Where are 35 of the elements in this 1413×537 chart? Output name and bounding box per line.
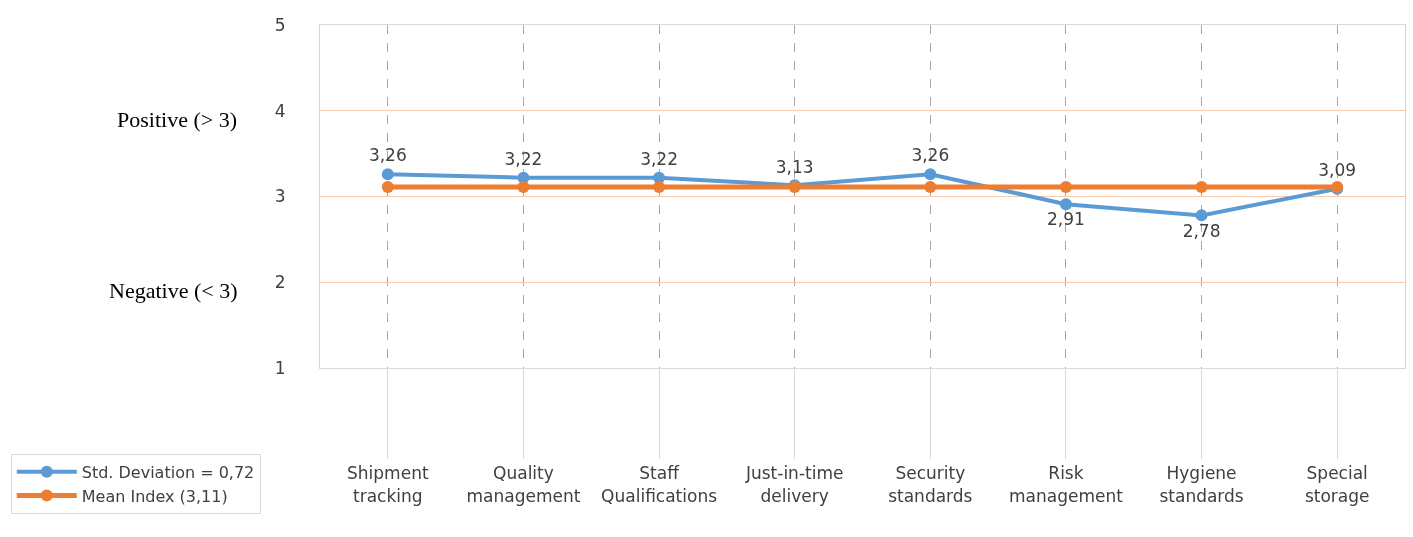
point xyxy=(1059,181,1072,194)
data-label: 3,26 xyxy=(368,145,407,166)
data-label: 3,22 xyxy=(640,148,678,169)
legend-label: Std. Deviation = 0,72 xyxy=(81,462,255,482)
y-tick-label: 3 xyxy=(274,186,286,207)
x-tick-label: Hygiene standards xyxy=(1159,463,1244,506)
y-tick-label: 5 xyxy=(274,14,286,35)
data-label: 3,09 xyxy=(1318,160,1357,181)
x-tick-label: Staff Qualifications xyxy=(601,463,718,506)
point xyxy=(1195,209,1208,222)
x-tick-label: Risk management xyxy=(1008,463,1124,506)
data-label: 2,91 xyxy=(1047,209,1085,230)
point xyxy=(1059,198,1072,211)
point xyxy=(381,168,394,181)
point xyxy=(381,181,394,194)
x-tick-label: Security standards xyxy=(888,463,973,506)
x-tick-label: Special storage xyxy=(1304,463,1370,506)
point xyxy=(1195,181,1208,194)
point xyxy=(653,181,666,194)
text: Negative (< 3) xyxy=(109,278,238,303)
point xyxy=(924,168,937,181)
point xyxy=(517,181,530,194)
y-tick-label: 1 xyxy=(274,357,286,378)
legend-label: Mean Index (3,11) xyxy=(81,486,228,506)
point xyxy=(924,181,937,194)
text: Positive (> 3) xyxy=(117,107,237,132)
y-tick-label: 4 xyxy=(274,100,286,121)
data-label: 3,26 xyxy=(911,145,950,166)
data-label: 2,78 xyxy=(1182,220,1221,241)
y-tick-label: 2 xyxy=(274,272,286,293)
x-tick-label: Quality management xyxy=(466,463,581,506)
data-label: 3,13 xyxy=(775,156,814,177)
x-tick-label: Just-in-time delivery xyxy=(744,463,844,506)
x-tick-label: Shipment tracking xyxy=(347,463,429,506)
data-label: 3,22 xyxy=(504,148,543,169)
